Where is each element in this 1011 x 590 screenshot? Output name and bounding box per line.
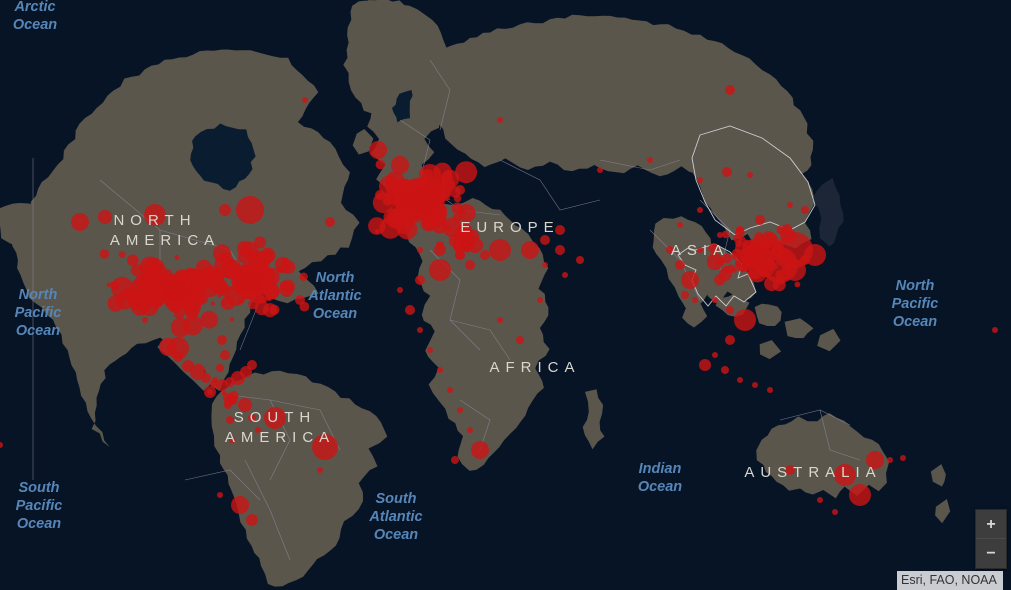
svg-text:Ocean: Ocean [17, 516, 61, 532]
svg-text:SOUTH: SOUTH [234, 409, 317, 426]
svg-text:South: South [18, 480, 59, 496]
svg-text:North: North [19, 287, 58, 303]
svg-text:Ocean: Ocean [13, 17, 57, 33]
svg-text:AMERICA: AMERICA [225, 429, 335, 446]
svg-text:Arctic: Arctic [13, 0, 55, 15]
svg-text:Ocean: Ocean [374, 527, 418, 543]
svg-text:NORTH: NORTH [113, 212, 196, 229]
svg-text:Indian: Indian [639, 461, 682, 477]
svg-text:Atlantic: Atlantic [368, 509, 422, 525]
svg-text:Ocean: Ocean [313, 306, 357, 322]
svg-text:North: North [316, 270, 355, 286]
svg-text:Pacific: Pacific [15, 305, 62, 321]
svg-text:AUSTRALIA: AUSTRALIA [744, 464, 881, 481]
svg-text:Ocean: Ocean [638, 479, 682, 495]
svg-text:AFRICA: AFRICA [489, 359, 580, 376]
svg-text:ASIA: ASIA [671, 242, 729, 259]
svg-text:South: South [375, 491, 416, 507]
svg-text:Atlantic: Atlantic [307, 288, 361, 304]
svg-text:Ocean: Ocean [893, 314, 937, 330]
svg-text:Pacific: Pacific [892, 296, 939, 312]
svg-text:Ocean: Ocean [16, 323, 60, 339]
svg-text:North: North [896, 278, 935, 294]
svg-text:Pacific: Pacific [16, 498, 63, 514]
svg-text:EUROPE: EUROPE [460, 219, 559, 236]
svg-text:AMERICA: AMERICA [110, 232, 220, 249]
